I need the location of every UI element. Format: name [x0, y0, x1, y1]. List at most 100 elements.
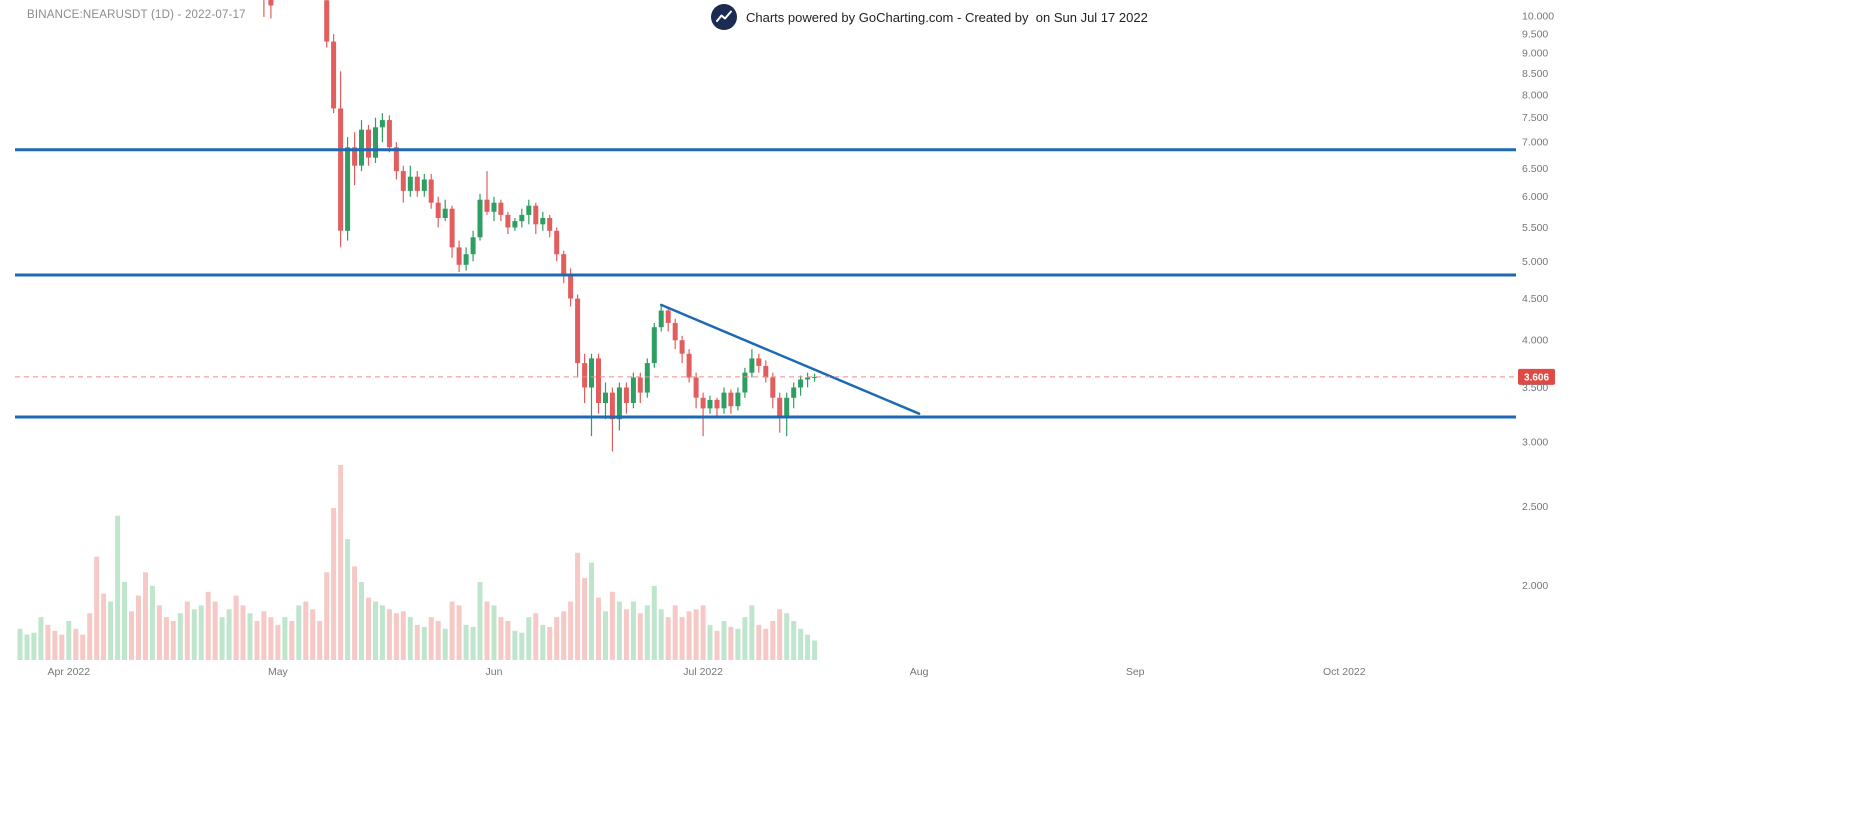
volume-bar — [156, 605, 162, 660]
price-tick-label: 10.000 — [1522, 10, 1554, 22]
candle-body — [679, 340, 685, 354]
volume-bar — [136, 595, 141, 660]
time-axis[interactable]: Apr 2022 May Jun Jul 2022 Aug Sep Oct 2022 — [47, 666, 1365, 678]
price-tick-label: 6.000 — [1522, 191, 1548, 203]
candle-body — [609, 392, 615, 420]
candle-body — [700, 397, 706, 409]
last-price-tag — [1518, 368, 1555, 385]
volume-bar — [101, 593, 107, 660]
volume-bar — [115, 515, 121, 660]
volume-bar — [777, 609, 783, 660]
candle-body — [658, 310, 664, 328]
volume-bar — [331, 507, 337, 660]
volume-bar — [184, 601, 190, 660]
candle-body — [393, 147, 399, 172]
price-tick-label: 5.500 — [1522, 222, 1548, 234]
candle-body — [554, 230, 560, 255]
volume-bar — [470, 626, 476, 661]
gocharting-link[interactable]: GoCharting.com — [858, 9, 954, 25]
candle-body — [386, 120, 392, 148]
volume-bar — [519, 632, 525, 660]
price-tick-label: 9.000 — [1522, 48, 1548, 60]
candle-body — [812, 376, 818, 378]
volume-bar — [463, 624, 469, 660]
volume-bar — [540, 624, 546, 660]
volume-bar — [317, 621, 323, 660]
price-tick-label: 9.500 — [1522, 29, 1548, 41]
candle-body — [407, 176, 413, 191]
price-tick-label: 7.000 — [1522, 137, 1548, 149]
volume-bar — [526, 617, 532, 660]
time-tick-label: Aug — [910, 666, 929, 678]
volume-bar — [456, 605, 462, 660]
candle-body — [400, 171, 406, 191]
candle-body — [603, 392, 608, 403]
volume-bar — [665, 617, 671, 660]
time-tick-label: May — [268, 666, 289, 678]
candle-body — [519, 214, 525, 222]
volume-bar — [198, 605, 204, 660]
volume-bar — [637, 613, 643, 660]
volume-bar — [143, 572, 148, 661]
candle-body — [498, 202, 504, 215]
volume-bar — [324, 572, 330, 661]
volume-bar — [770, 621, 776, 660]
candle-body — [575, 298, 581, 364]
price-tick-label: 5.000 — [1522, 256, 1548, 268]
volume-bar — [212, 601, 218, 660]
attribution-bar: Charts powered by GoCharting.com - Creat… — [711, 3, 1148, 31]
price-tick-label: 6.500 — [1522, 163, 1548, 175]
candle-body — [449, 208, 455, 248]
volume-bar — [749, 605, 755, 660]
volume-bar — [379, 605, 385, 660]
volume-bar — [728, 626, 734, 661]
volume-bar — [693, 609, 699, 660]
candle-body — [547, 218, 553, 231]
candle-body — [596, 358, 601, 403]
volume-bar — [122, 582, 127, 660]
volume-bar — [310, 609, 316, 660]
volume-bar — [812, 640, 818, 660]
candle-body — [568, 275, 574, 299]
candle-body — [442, 208, 448, 218]
volume-bar — [484, 601, 490, 660]
candle-body — [777, 397, 783, 418]
volume-bar — [17, 628, 23, 660]
candle-body — [749, 358, 755, 373]
candle-body — [359, 129, 364, 166]
volume-bar — [756, 624, 762, 660]
drawings[interactable] — [15, 148, 1516, 419]
volume-bar — [338, 465, 344, 660]
volume-bar — [651, 585, 657, 660]
volume-bar — [491, 605, 497, 660]
volume-bar — [623, 609, 629, 660]
candle-body — [616, 387, 622, 420]
candle-body — [345, 147, 351, 231]
candle-body — [561, 254, 567, 276]
volume-bar — [589, 562, 594, 660]
volume-bar — [163, 617, 169, 660]
volume-bar — [763, 628, 769, 660]
volume-bar — [735, 628, 741, 660]
candle-body — [352, 147, 358, 166]
volume-bar — [435, 621, 441, 660]
candle-body — [721, 392, 727, 409]
volume-bar — [805, 634, 811, 660]
volume-bar — [94, 556, 100, 660]
volume-bar — [52, 630, 58, 661]
volume-bar — [296, 605, 302, 660]
volume-bar — [393, 613, 399, 660]
candle-body — [331, 41, 337, 109]
descending-trendline[interactable] — [659, 303, 921, 415]
volume-bar — [31, 632, 37, 660]
volume-bar — [784, 613, 790, 660]
volume-bar — [700, 605, 706, 660]
price-axis[interactable]: 10.000 9.500 9.000 8.500 8.000 7.500 7.000 6.50… — [1522, 10, 1554, 592]
candle-body — [686, 353, 692, 378]
candle-body — [623, 387, 629, 403]
volume-bar — [170, 621, 176, 660]
candle-body — [728, 392, 734, 407]
time-tick-label: Oct 2022 — [1323, 666, 1366, 678]
attribution-prefix: Charts powered by — [746, 9, 859, 25]
